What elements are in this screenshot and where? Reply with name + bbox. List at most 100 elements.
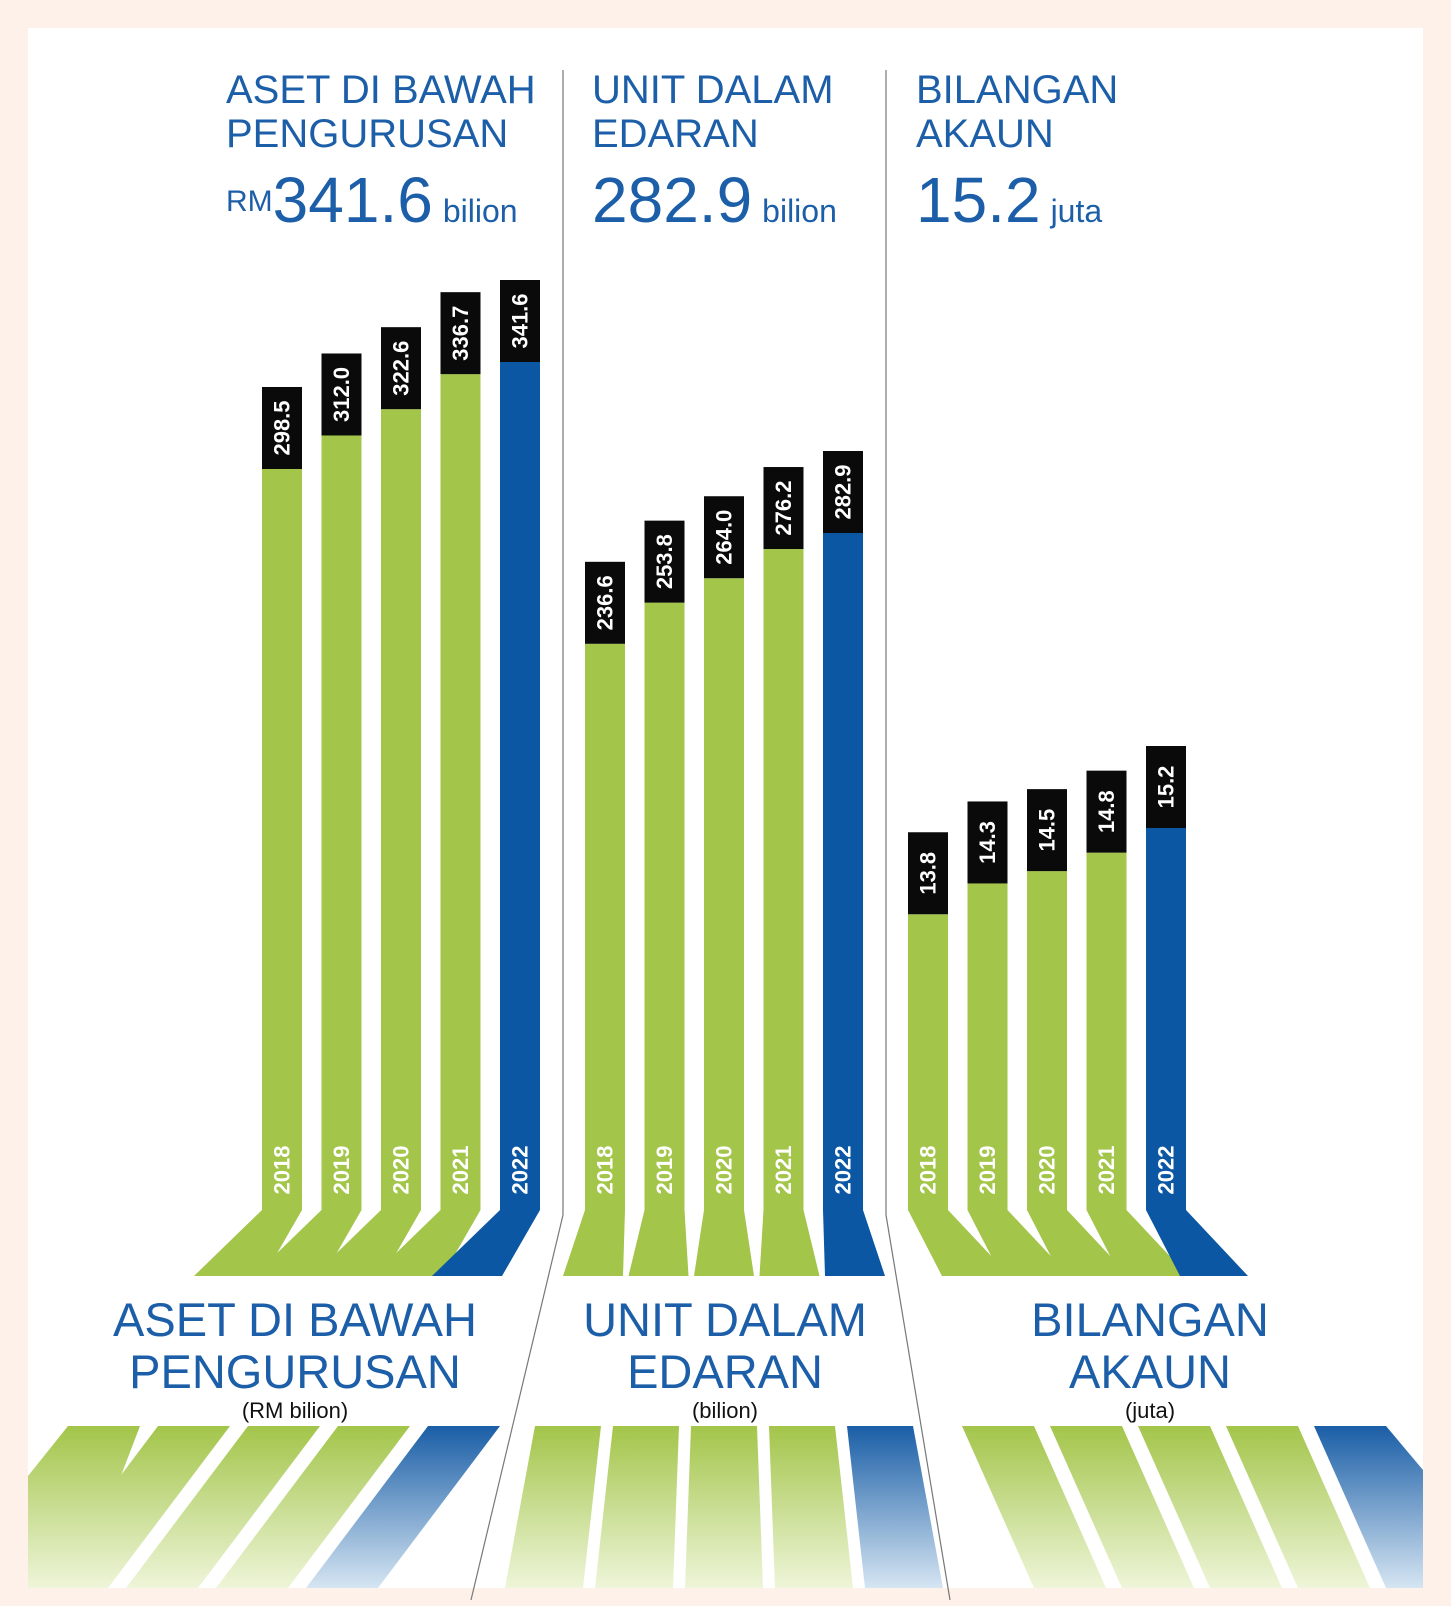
value-label: 282.9 [831, 464, 856, 519]
year-label: 2021 [771, 1146, 796, 1195]
value-label-box [321, 353, 362, 436]
divider-2-foot [885, 1214, 951, 1601]
bar-foot [1146, 1210, 1248, 1276]
value-label: 264.0 [712, 510, 737, 565]
value-label-box [644, 520, 685, 603]
value-label: 13.8 [916, 852, 941, 895]
value-label: 341.6 [508, 293, 533, 348]
bar-foot [313, 1210, 421, 1276]
value-label: 322.6 [389, 341, 414, 396]
floor-stripe [28, 1426, 140, 1588]
bar-foot [372, 1210, 481, 1276]
bar-foot [194, 1210, 302, 1276]
floor-stripes-1 [28, 1426, 500, 1588]
panel-1-currency: RM [226, 185, 273, 218]
panel-3-head-title: BILANGAN AKAUN [916, 68, 1119, 156]
value-label-box [381, 327, 421, 410]
bar-2018 [585, 643, 625, 1210]
year-label: 2018 [270, 1146, 295, 1195]
chart-3: 13.8 2018 14.3 2019 14.5 2020 14.8 2021 15.2 2022 [908, 746, 1248, 1276]
bar-foot [1086, 1210, 1189, 1276]
year-label: 2021 [448, 1146, 473, 1195]
bar-foot [563, 1210, 625, 1276]
bar-foot [908, 1210, 1010, 1276]
panel-1-head-title: ASET DI BAWAH PENGURUSAN [226, 68, 536, 156]
chart-2: 236.6 2018 253.8 2019 264.0 2020 276.2 2021 282.… [563, 451, 885, 1276]
year-label: 2019 [329, 1146, 354, 1195]
value-label: 14.3 [975, 821, 1000, 864]
bar-2019 [967, 883, 1008, 1210]
floor-stripe [36, 1426, 230, 1588]
bar-foot [628, 1210, 689, 1276]
value-label: 276.2 [771, 481, 796, 536]
value-label-box [763, 467, 804, 550]
year-label: 2020 [389, 1146, 414, 1195]
value-label-box [1027, 789, 1067, 872]
year-label: 2021 [1094, 1146, 1119, 1195]
chart-1: 298.5 2018 312.0 2019 322.6 2020 336.7 2021 341.… [194, 280, 540, 1276]
floor-stripe [126, 1426, 320, 1588]
panel-2-head-title: UNIT DALAM EDARAN [592, 68, 834, 156]
bar-2020 [1027, 871, 1067, 1210]
bar-2019 [321, 435, 362, 1210]
bar-2021 [763, 549, 804, 1210]
panel-3-foot-title: BILANGAN AKAUN [1031, 1293, 1269, 1398]
panel-1-big-unit: bilion [442, 193, 518, 229]
year-label: 2022 [508, 1146, 533, 1195]
floor-stripe [595, 1426, 679, 1588]
panel-3-big-figure: 15.2 juta [916, 168, 1102, 243]
panel-1-foot-sub: (RM bilion) [241, 1398, 349, 1423]
panel-1-foot-title: ASET DI BAWAH PENGURUSAN [113, 1293, 477, 1398]
floor-stripe [1226, 1426, 1370, 1588]
panel-3-big-value: 15.2 [916, 164, 1041, 236]
value-label-box [1146, 746, 1186, 828]
floor-stripe [1050, 1426, 1194, 1588]
floor-stripes-3 [962, 1426, 1423, 1588]
value-label-box [585, 561, 625, 644]
year-label: 2019 [652, 1146, 677, 1195]
bar-2018 [908, 914, 948, 1210]
panel-3-foot-sub: (juta) [1124, 1398, 1176, 1423]
year-label: 2019 [975, 1146, 1000, 1195]
value-label: 312.0 [329, 367, 354, 422]
bar-2021 [1086, 852, 1127, 1210]
value-label: 253.8 [652, 534, 677, 589]
value-label: 336.7 [448, 306, 473, 361]
value-label: 15.2 [1154, 766, 1179, 809]
value-label-box [704, 496, 744, 579]
value-label-box [823, 451, 863, 533]
value-label-box [1086, 770, 1127, 853]
value-label: 14.5 [1035, 809, 1060, 852]
bar-2018 [262, 468, 302, 1210]
bar-foot [823, 1210, 885, 1276]
panel-1-big-figure: RM341.6 bilion [226, 168, 518, 243]
bar-2020 [381, 409, 421, 1211]
year-label: 2020 [712, 1146, 737, 1195]
floor-stripe [505, 1426, 601, 1588]
panel-2-big-figure: 282.9 bilion [592, 168, 837, 243]
year-label: 2020 [1035, 1146, 1060, 1195]
bar-2021 [440, 374, 481, 1210]
floor-stripes-2 [505, 1426, 943, 1588]
bar-2020 [704, 578, 744, 1210]
divider-1-foot [470, 1214, 564, 1601]
value-label-box [262, 386, 302, 469]
floor-stripe [685, 1426, 763, 1588]
panel-2-foot-sub: (bilion) [691, 1398, 759, 1423]
value-label-box [967, 801, 1008, 884]
bar-2022 [823, 533, 863, 1210]
bar-2019 [644, 602, 685, 1210]
floor-stripe [1138, 1426, 1282, 1588]
floor-stripe [216, 1426, 410, 1588]
year-label: 2018 [593, 1146, 618, 1195]
year-label: 2022 [831, 1146, 856, 1195]
bar-foot [432, 1210, 540, 1276]
bar-foot [759, 1210, 820, 1276]
bar-foot [967, 1210, 1070, 1276]
floor-stripe [847, 1426, 943, 1588]
bar-2022 [500, 362, 540, 1210]
panel-2-foot-title: UNIT DALAM EDARAN [583, 1293, 867, 1398]
floor-stripe [962, 1426, 1106, 1588]
panel-3-big-unit: juta [1050, 193, 1103, 229]
